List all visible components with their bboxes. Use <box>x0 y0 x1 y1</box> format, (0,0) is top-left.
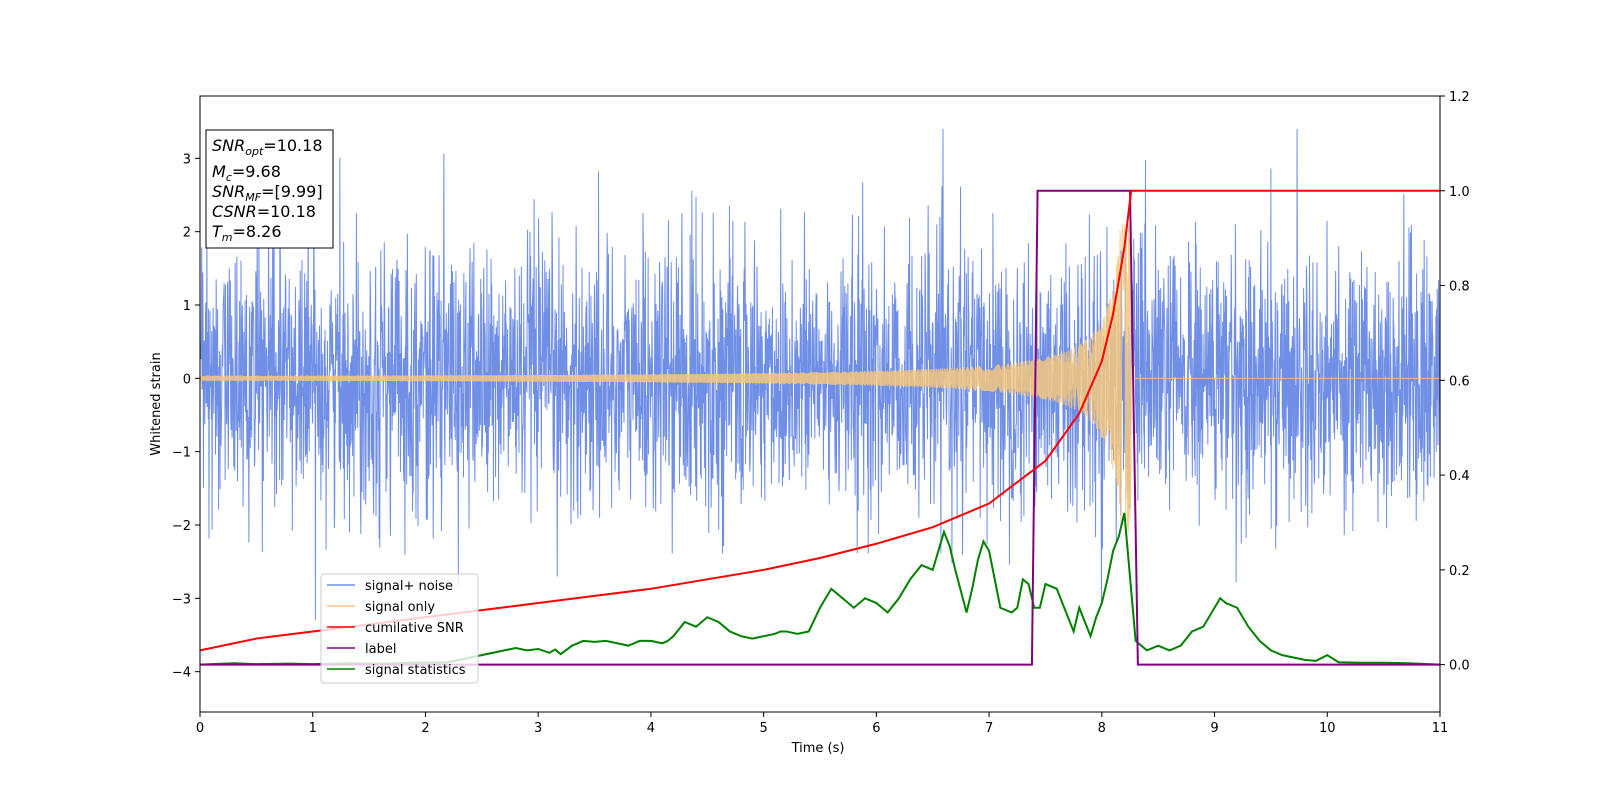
y2-tick-label: 0.8 <box>1449 280 1470 295</box>
legend-label-cumulative-snr: cumilative SNR <box>365 621 464 636</box>
y-tick-label: −4 <box>172 666 191 681</box>
x-tick-label: 11 <box>1432 721 1449 736</box>
y2-tick-label: 1.0 <box>1449 185 1470 200</box>
csnr-label: CSNR=10.18 <box>212 202 316 221</box>
tm-label: Tm=8.26 <box>212 222 282 244</box>
x-tick-label: 2 <box>421 721 429 736</box>
snr-mf-label: SNRMF=[9.99] <box>212 182 323 204</box>
tm-value: 8.26 <box>246 222 282 241</box>
y-tick-label: −1 <box>172 446 191 461</box>
legend-label-signal-statistics: signal statistics <box>365 663 466 678</box>
series-signal-only <box>199 224 1440 533</box>
y2-tick-label: 0.6 <box>1449 374 1470 389</box>
y2-tick-label: 1.2 <box>1449 90 1470 105</box>
x-tick-label: 9 <box>1210 721 1218 736</box>
x-tick-label: 5 <box>759 721 767 736</box>
mc-value: 9.68 <box>245 162 281 181</box>
y-tick-label: −3 <box>172 592 191 607</box>
y-axis-ticks: −4 −3 −2 −1 0 1 2 3 <box>172 152 200 681</box>
y2-axis-ticks: 0.0 0.2 0.4 0.6 0.8 1.0 1.2 <box>1440 90 1470 674</box>
series-line-signal-only <box>199 224 1440 533</box>
y-tick-label: 2 <box>183 226 191 241</box>
y-tick-label: 0 <box>183 372 191 387</box>
x-tick-label: 3 <box>534 721 542 736</box>
x-tick-label: 10 <box>1319 721 1336 736</box>
info-box-frame <box>205 129 334 249</box>
series-line-label <box>200 189 1440 666</box>
snr-mf-value: [9.99] <box>274 182 322 201</box>
series-line-signal-statistics <box>199 512 1441 666</box>
x-tick-label: 8 <box>1098 721 1106 736</box>
x-tick-label: 0 <box>196 721 204 736</box>
plot-frame <box>199 95 1441 713</box>
x-tick-label: 6 <box>872 721 880 736</box>
series-line-signal-noise <box>199 128 1441 621</box>
info-box: SNRopt=10.18 Mc=9.68 SNRMF=[9.99] CSNR=1… <box>205 129 334 249</box>
mc-label: Mc=9.68 <box>212 162 281 184</box>
legend-label-signal-only: signal only <box>365 600 435 615</box>
y-tick-label: −2 <box>172 519 191 534</box>
x-axis-label: Time (s) <box>791 741 845 756</box>
y-tick-label: 3 <box>183 152 191 167</box>
series-signal-noise <box>199 128 1441 621</box>
y2-tick-label: 0.4 <box>1449 469 1470 484</box>
y-tick-label: 1 <box>183 299 191 314</box>
x-tick-label: 1 <box>309 721 317 736</box>
legend-label-signal-noise: signal+ noise <box>365 579 453 594</box>
snr-opt-value: 10.18 <box>277 136 323 155</box>
y2-tick-label: 0.0 <box>1449 659 1470 674</box>
y-axis-label: Whitened strain <box>149 352 164 455</box>
legend: signal+ noise signal only cumilative SNR… <box>320 573 479 684</box>
x-tick-label: 7 <box>985 721 993 736</box>
x-tick-label: 4 <box>647 721 655 736</box>
x-axis-ticks: 0 1 2 3 4 5 6 7 8 9 10 11 <box>196 712 1448 736</box>
csnr-value: 10.18 <box>270 202 316 221</box>
legend-label-label: label <box>365 642 396 657</box>
y2-tick-label: 0.2 <box>1449 564 1470 579</box>
legend-frame <box>320 573 479 684</box>
snr-opt-label: SNRopt=10.18 <box>212 136 323 158</box>
